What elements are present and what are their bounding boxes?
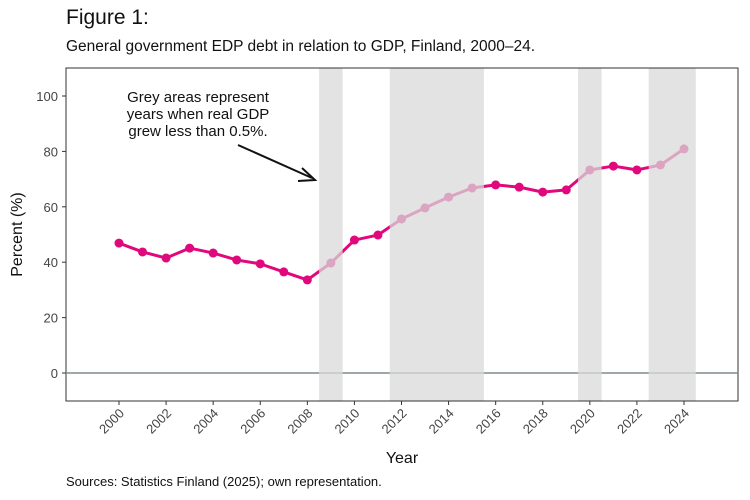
y-tick-label: 0	[51, 366, 58, 381]
x-tick-label: 2016	[473, 406, 504, 437]
data-point	[185, 243, 195, 253]
x-tick-label: 2010	[331, 406, 362, 437]
x-tick-label: 2012	[379, 406, 410, 437]
x-tick-label: 2004	[190, 406, 221, 437]
data-point	[373, 230, 383, 240]
y-tick-label: 20	[44, 311, 58, 326]
annotation-text: years when real GDP	[127, 106, 270, 123]
x-tick-label: 2018	[520, 406, 551, 437]
y-tick-label: 40	[44, 255, 58, 270]
data-point	[232, 255, 242, 265]
x-tick-label: 2008	[284, 406, 315, 437]
data-point	[349, 235, 359, 245]
y-tick-label: 60	[44, 200, 58, 215]
y-axis-label: Percent (%)	[9, 192, 26, 276]
data-point	[138, 247, 148, 257]
data-point	[608, 161, 618, 171]
data-point	[561, 185, 571, 195]
x-tick-label: 2024	[661, 406, 692, 437]
x-tick-label: 2020	[567, 406, 598, 437]
shaded-period	[648, 68, 696, 401]
x-tick-label: 2022	[614, 406, 645, 437]
shaded-period	[389, 68, 484, 401]
y-tick-label: 100	[36, 89, 58, 104]
data-point	[491, 180, 501, 190]
x-axis-label: Year	[386, 450, 419, 467]
shaded-period	[578, 68, 602, 401]
shaded-period	[319, 68, 343, 401]
data-point	[302, 275, 312, 285]
data-point	[514, 182, 524, 192]
figure-label: Figure 1:	[66, 6, 149, 29]
arrowhead-icon	[297, 167, 318, 182]
data-point	[161, 253, 171, 263]
x-tick-label: 2000	[96, 406, 127, 437]
data-point	[279, 267, 289, 277]
x-tick-label: 2014	[426, 406, 457, 437]
x-tick-label: 2006	[237, 406, 268, 437]
x-tick-label: 2002	[143, 406, 174, 437]
data-point	[114, 238, 124, 248]
data-point	[632, 165, 642, 175]
sources-note: Sources: Statistics Finland (2025); own …	[66, 474, 382, 489]
data-point	[255, 259, 265, 269]
chart-title: General government EDP debt in relation …	[66, 38, 536, 55]
annotation-text: grew less than 0.5%.	[128, 123, 267, 140]
data-point	[538, 187, 548, 197]
annotation-arrow	[237, 144, 313, 179]
y-tick-label: 80	[44, 144, 58, 159]
data-point	[208, 248, 218, 258]
annotation-text: Grey areas represent	[127, 89, 270, 106]
